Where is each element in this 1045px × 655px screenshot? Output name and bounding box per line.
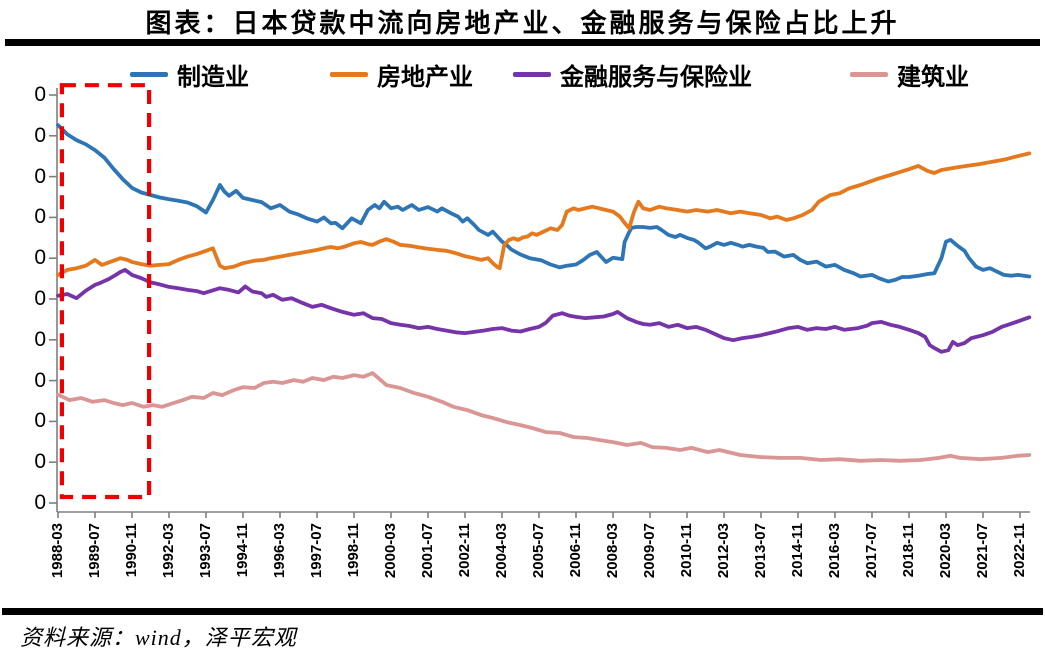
x-axis-label: 2018-11: [900, 523, 917, 578]
legend-item-construction: 建筑业: [850, 58, 969, 91]
y-axis-label: 0: [34, 246, 46, 270]
x-axis-label: 1989-07: [86, 523, 103, 579]
chart-legend: 制造业 房地产业 金融服务与保险业 建筑业: [0, 58, 1045, 91]
x-axis-label: 1998-11: [345, 523, 362, 578]
x-axis-label: 2017-07: [863, 523, 880, 579]
highlight-box: [59, 83, 152, 500]
x-axis-label: 1993-07: [197, 523, 214, 579]
series-line-finance-insurance: [56, 267, 1032, 354]
y-axis-label: 0: [34, 368, 46, 392]
y-axis-label: 0: [34, 205, 46, 229]
x-axis-label: 1988-03: [49, 523, 66, 579]
y-axis-label: 0: [34, 327, 46, 351]
manufacturing-line-swatch: [130, 71, 168, 77]
y-axis-label: 0: [34, 287, 46, 310]
x-axis-label: 1992-03: [160, 523, 177, 579]
series-line-construction: [56, 371, 1032, 463]
real-estate-line-swatch: [330, 71, 368, 77]
x-axis-label: 2010-11: [678, 523, 695, 578]
legend-item-real-estate: 房地产业: [330, 58, 473, 91]
x-axis-label: 1994-11: [234, 523, 251, 578]
legend-item-manufacturing: 制造业: [130, 58, 249, 91]
y-axis-label: 0: [34, 409, 46, 433]
x-axis-label: 2006-11: [567, 523, 584, 578]
y-axis-label: 0: [34, 83, 46, 106]
page-title: 图表：日本贷款中流向房地产业、金融服务与保险占比上升: [145, 8, 900, 38]
x-axis-label: 1996-03: [271, 523, 288, 579]
x-axis-label: 1997-07: [308, 523, 325, 579]
legend-label-construction: 建筑业: [897, 63, 969, 91]
finance-insurance-line-swatch: [513, 71, 551, 77]
x-axis-label: 2012-03: [715, 523, 732, 579]
x-axis-label: 2016-03: [826, 523, 843, 579]
x-axis-label: 2000-03: [382, 523, 399, 579]
y-axis-label: 0: [34, 491, 46, 514]
legend-label-real-estate: 房地产业: [377, 63, 473, 91]
top-divider: [5, 39, 1040, 46]
legend-item-finance-insurance: 金融服务与保险业: [513, 58, 752, 91]
x-axis-label: 2009-07: [641, 523, 658, 579]
x-axis-label: 2002-11: [456, 523, 473, 578]
x-axis-label: 2004-03: [493, 523, 510, 579]
x-axis-label: 2008-03: [604, 523, 621, 579]
y-axis-label: 0: [34, 123, 46, 147]
x-axis-label: 1990-11: [123, 523, 140, 578]
y-axis-label: 0: [34, 450, 46, 474]
x-axis-label: 2022-11: [1011, 523, 1028, 578]
legend-label-manufacturing: 制造业: [177, 63, 249, 91]
source-note: 资料来源：wind，泽平宏观: [20, 625, 297, 650]
series-line-manufacturing: [56, 123, 1032, 284]
x-axis-label: 2014-11: [789, 523, 806, 578]
x-axis-label: 2013-07: [752, 523, 769, 579]
bottom-divider: [2, 608, 1043, 615]
x-axis-label: 2005-07: [530, 523, 547, 579]
x-axis-label: 2001-07: [419, 523, 436, 579]
series-line-real-estate: [56, 151, 1032, 277]
construction-line-swatch: [850, 71, 888, 77]
x-axis-label: 2020-03: [937, 523, 954, 579]
y-axis-label: 0: [34, 164, 46, 188]
legend-label-finance-insurance: 金融服务与保险业: [560, 63, 752, 91]
x-axis-label: 2021-07: [974, 523, 991, 579]
